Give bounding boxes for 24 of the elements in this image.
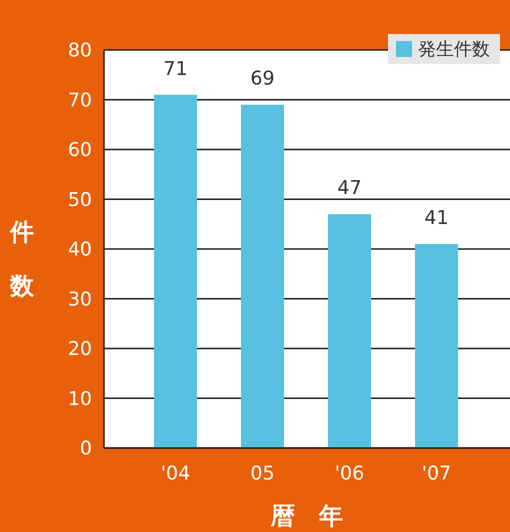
bar (328, 214, 371, 448)
x-tick-label: '04 (160, 462, 190, 484)
y-tick-label: 20 (68, 338, 92, 360)
y-tick-label: 30 (68, 288, 92, 310)
bar (415, 244, 458, 448)
data-label: 47 (337, 177, 362, 200)
x-axis-title: 暦 年 (270, 501, 344, 532)
x-tick-label: '07 (422, 462, 452, 484)
bar (241, 104, 284, 448)
x-tick-label: '06 (334, 462, 364, 484)
y-tick-label: 60 (68, 139, 92, 162)
y-tick-label: 70 (68, 89, 92, 112)
x-tick-label: 05 (250, 462, 275, 484)
y-tick-label: 50 (68, 188, 92, 211)
bar (154, 94, 197, 448)
y-tick-label: 0 (80, 438, 92, 460)
y-tick-label: 40 (68, 238, 92, 261)
y-tick-label: 80 (68, 40, 92, 62)
legend-label: 発生件数 (418, 38, 490, 61)
data-label: 69 (250, 68, 275, 90)
y-axis-title: 件数 (10, 217, 35, 302)
data-label: 71 (163, 58, 188, 80)
data-label: 41 (424, 207, 449, 230)
y-tick-label: 10 (68, 388, 92, 410)
